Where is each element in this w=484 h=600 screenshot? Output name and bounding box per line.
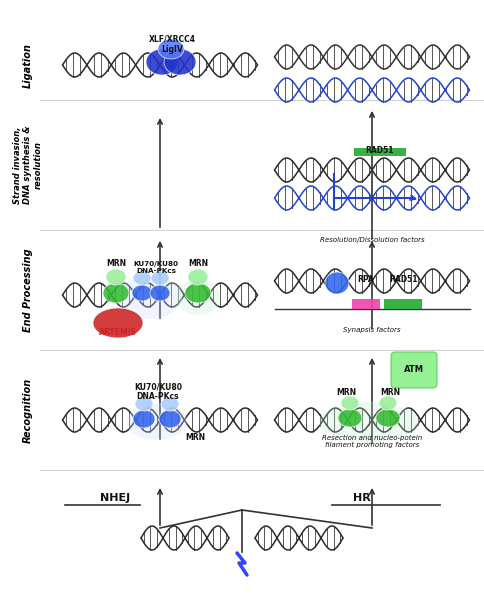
Ellipse shape xyxy=(161,397,179,411)
Text: NHEJ: NHEJ xyxy=(100,493,130,503)
Text: KU70/KU80
DNA-PKcs: KU70/KU80 DNA-PKcs xyxy=(134,382,182,401)
Text: MRN: MRN xyxy=(188,259,208,268)
Ellipse shape xyxy=(133,271,151,285)
Ellipse shape xyxy=(319,402,419,442)
Text: ARTEMIS: ARTEMIS xyxy=(99,328,137,337)
Ellipse shape xyxy=(132,285,152,301)
Text: MRN: MRN xyxy=(336,388,356,397)
Bar xyxy=(354,148,406,156)
Text: HR: HR xyxy=(353,493,371,503)
Text: Strand invasion,
DNA synthesis &
resolution: Strand invasion, DNA synthesis & resolut… xyxy=(13,126,43,204)
Ellipse shape xyxy=(159,410,181,428)
Ellipse shape xyxy=(379,396,397,410)
Text: Resection and nucleo-potein
filament promoting factors: Resection and nucleo-potein filament pro… xyxy=(322,435,422,448)
Ellipse shape xyxy=(158,39,184,59)
Bar xyxy=(352,299,380,309)
Ellipse shape xyxy=(185,283,211,303)
Ellipse shape xyxy=(103,283,129,303)
Text: MRN: MRN xyxy=(106,259,126,268)
Ellipse shape xyxy=(135,397,153,411)
Ellipse shape xyxy=(176,279,220,315)
Ellipse shape xyxy=(376,409,400,427)
Text: ATM: ATM xyxy=(404,365,424,374)
Ellipse shape xyxy=(127,404,187,440)
Text: Synapsis factors: Synapsis factors xyxy=(343,327,401,333)
Ellipse shape xyxy=(341,396,359,410)
Text: Ligation: Ligation xyxy=(23,43,33,88)
Ellipse shape xyxy=(164,49,196,75)
Ellipse shape xyxy=(151,271,169,285)
Text: MRN: MRN xyxy=(380,388,400,397)
Bar xyxy=(384,299,422,309)
Text: RAD51: RAD51 xyxy=(389,275,417,284)
Ellipse shape xyxy=(150,285,170,301)
Ellipse shape xyxy=(188,269,208,285)
Text: Recognition: Recognition xyxy=(23,377,33,443)
FancyBboxPatch shape xyxy=(391,352,437,388)
Ellipse shape xyxy=(325,272,349,294)
Text: MRN: MRN xyxy=(185,433,205,442)
Text: XLF/XRCC4
LigIV: XLF/XRCC4 LigIV xyxy=(149,35,196,55)
Text: RPA: RPA xyxy=(358,275,375,284)
Ellipse shape xyxy=(106,269,126,285)
Text: Resolution/Dissolution factors: Resolution/Dissolution factors xyxy=(320,237,424,243)
Text: RAD51: RAD51 xyxy=(366,146,394,155)
Text: KU70/KU80
DNA-PKcs: KU70/KU80 DNA-PKcs xyxy=(134,261,179,274)
Ellipse shape xyxy=(146,49,178,75)
Ellipse shape xyxy=(338,409,362,427)
Text: End Processing: End Processing xyxy=(23,248,33,332)
Ellipse shape xyxy=(93,308,143,338)
Ellipse shape xyxy=(133,410,155,428)
Ellipse shape xyxy=(118,275,182,319)
